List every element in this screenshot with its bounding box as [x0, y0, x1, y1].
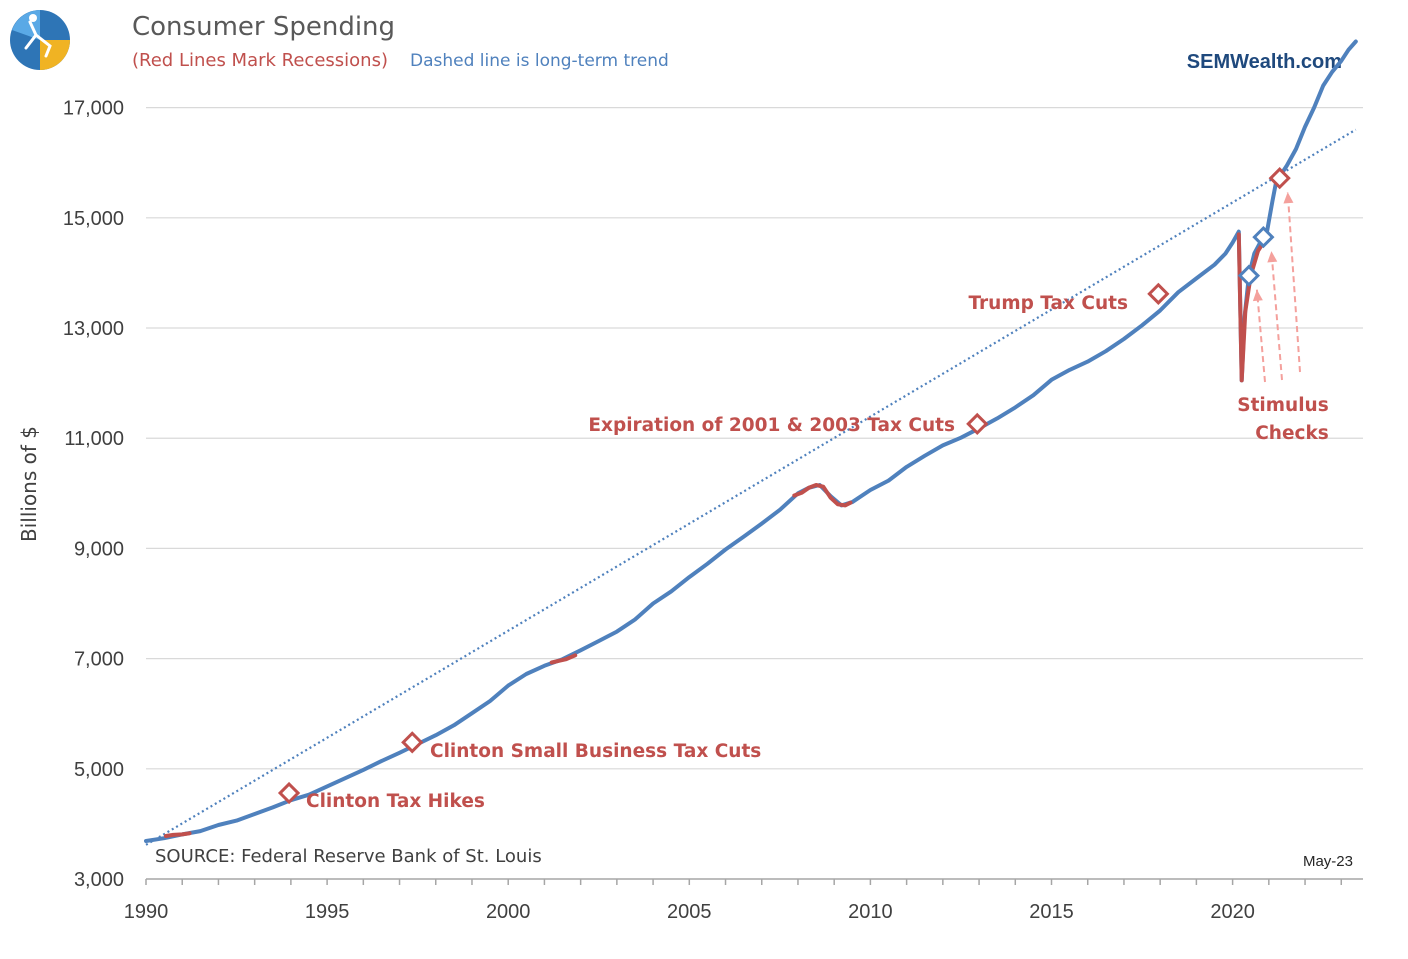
date-stamp: May-23 [1303, 853, 1353, 870]
recession-segment [792, 483, 853, 508]
stimulus-arrow-head [1267, 251, 1278, 263]
annotation-trump-tax-cuts: Trump Tax Cuts [968, 293, 1128, 314]
y-tick-label: 15,000 [63, 208, 124, 230]
trend-line [145, 128, 1357, 846]
logo-wedge [40, 40, 70, 70]
source-note: SOURCE: Federal Reserve Bank of St. Loui… [155, 846, 542, 867]
y-tick-label: 3,000 [74, 869, 124, 891]
axes [145, 878, 1363, 885]
x-tick-label: 2010 [848, 901, 893, 923]
x-tick-label: 2000 [486, 901, 531, 923]
stimulus-arrows [1252, 192, 1301, 383]
annotation-marker [277, 781, 301, 805]
trend-line-group [145, 128, 1357, 846]
annotation-markers [277, 167, 1291, 805]
x-tick-label: 2020 [1210, 901, 1255, 923]
y-tick-label: 17,000 [63, 98, 124, 120]
trend-subtitle: Dashed line is long-term trend [410, 51, 669, 71]
recession-segment [163, 831, 192, 838]
y-tick-label: 7,000 [74, 649, 124, 671]
recession-segment [549, 653, 578, 665]
x-tick-label: 1990 [124, 901, 169, 923]
annotation-marker [1147, 282, 1170, 305]
stimulus-arrow-shaft [1286, 192, 1301, 373]
annotation-marker [401, 731, 424, 754]
x-tick-label: 2005 [667, 901, 712, 923]
y-tick-label: 5,000 [74, 759, 124, 781]
gridlines [146, 107, 1363, 770]
recession-segment [1236, 232, 1266, 383]
x-tick-label: 1995 [305, 901, 350, 923]
y-tick-label: 9,000 [74, 538, 124, 560]
y-tick-labels: 3,000 5,000 7,000 9,000 11,000 13,000 15,000 17… [63, 98, 124, 891]
annotation-clinton-tax-hikes: Clinton Tax Hikes [306, 791, 485, 812]
stimulus-label-line1: Stimulus [1237, 395, 1328, 416]
x-tick-labels: 1990 1995 2000 2005 2010 2015 2020 [124, 901, 1255, 923]
stimulus-marker [1268, 167, 1291, 190]
y-tick-label: 13,000 [63, 318, 124, 340]
semwealth-logo [10, 10, 70, 70]
logo-figure-head [29, 14, 37, 22]
stimulus-marker [1252, 225, 1275, 249]
recession-subtitle: (Red Lines Mark Recessions) [132, 50, 388, 71]
stimulus-arrow-shaft [1255, 289, 1266, 383]
chart-title: Consumer Spending [132, 12, 395, 42]
y-tick-label: 11,000 [64, 428, 124, 450]
logo-figure [24, 20, 52, 58]
annotation-clinton-small-business: Clinton Small Business Tax Cuts [430, 741, 761, 762]
stimulus-arrow-shaft [1270, 251, 1283, 381]
stimulus-label-line2: Checks [1255, 423, 1329, 444]
y-axis-label: Billions of $ [17, 426, 41, 542]
stimulus-marker [1237, 264, 1261, 287]
spending-line [144, 39, 1358, 843]
brand-label: SEMWealth.com [1187, 51, 1342, 73]
annotation-marker [966, 412, 989, 436]
stimulus-arrow-head [1252, 289, 1263, 302]
x-tick-label: 2015 [1029, 901, 1074, 923]
stimulus-arrow-head [1283, 192, 1294, 204]
annotation-expiration-tax-cuts: Expiration of 2001 & 2003 Tax Cuts [588, 415, 955, 436]
series-group [144, 39, 1358, 843]
